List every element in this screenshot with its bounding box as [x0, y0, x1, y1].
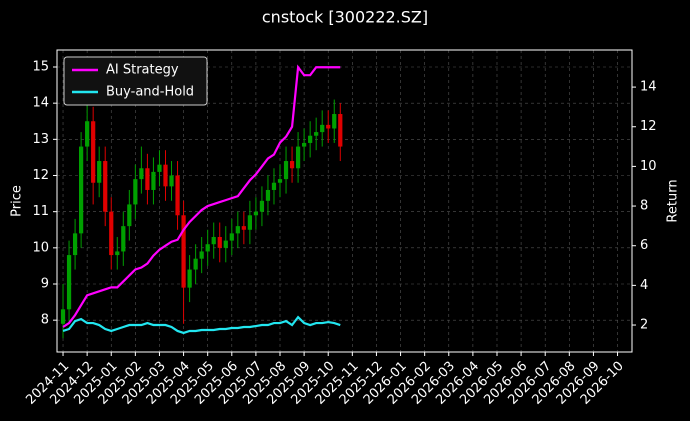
line-series	[62, 315, 341, 335]
candle-body	[199, 251, 204, 259]
candle-body	[169, 175, 174, 187]
candle-body	[133, 179, 138, 205]
candle-body	[217, 236, 222, 248]
candle-body	[121, 226, 126, 252]
y-axis-label: Price	[10, 185, 25, 217]
chart-title: cnstock [300222.SZ]	[262, 8, 428, 27]
candle-body	[211, 236, 216, 245]
candle-body	[332, 114, 337, 129]
y-tick-label: 9	[41, 277, 49, 292]
legend-label: Buy-and-Hold	[106, 85, 194, 100]
y2-tick-label: 10	[640, 159, 657, 174]
y-tick-label: 13	[32, 132, 49, 147]
candle-body	[314, 132, 319, 136]
y2-tick-label: 12	[640, 119, 657, 134]
candle-body	[271, 182, 277, 190]
y-tick-label: 14	[32, 96, 49, 111]
y2-tick-label: 2	[640, 318, 648, 333]
candle-body	[247, 215, 252, 230]
candle-body	[289, 161, 295, 169]
candle-body	[338, 114, 343, 147]
y-tick-label: 10	[32, 240, 49, 255]
candle-body	[253, 211, 259, 216]
y2-tick-label: 4	[640, 278, 648, 293]
candle-body	[277, 179, 283, 183]
y2-tick-label: 6	[640, 238, 648, 253]
candle-body	[326, 124, 331, 129]
candle-body	[193, 258, 198, 270]
candle-body	[223, 240, 228, 248]
candle-body	[265, 189, 271, 201]
candle-body	[283, 161, 289, 180]
y-tick-label: 15	[32, 59, 49, 74]
candle-body	[295, 146, 301, 169]
candle-body	[72, 233, 78, 256]
candle-body	[259, 200, 265, 212]
candle-body	[103, 161, 108, 212]
candle-body	[157, 164, 162, 172]
y-tick-label: 11	[32, 204, 49, 219]
candle-body	[145, 168, 150, 190]
candle-body	[139, 168, 144, 180]
candle-body	[241, 226, 246, 230]
candle-body	[187, 269, 192, 288]
candle-body	[181, 215, 186, 288]
plot-frame	[56, 49, 633, 353]
candle-body	[235, 226, 240, 234]
y2-axis-label: Return	[666, 179, 681, 222]
candle-body	[151, 171, 156, 190]
candle-body	[302, 142, 307, 147]
candle-body	[308, 135, 313, 143]
candle-body	[205, 244, 210, 252]
candle-body	[85, 121, 90, 147]
legend-label: AI Strategy	[106, 63, 179, 78]
y2-tick-label: 14	[640, 80, 657, 95]
candle-body	[78, 146, 84, 234]
y2-tick-label: 8	[640, 199, 648, 214]
candle-body	[97, 161, 102, 183]
legend-box	[63, 56, 208, 106]
candle-body	[127, 204, 132, 227]
candle-body	[60, 309, 66, 324]
candle-body	[229, 233, 234, 241]
candle-body	[175, 175, 180, 216]
candle-body	[91, 121, 96, 183]
y-tick-label: 12	[32, 168, 49, 183]
y-tick-label: 8	[41, 313, 49, 328]
candle-body	[163, 164, 168, 187]
candle-body	[115, 251, 120, 256]
candle-body	[109, 211, 114, 256]
candle-body	[66, 255, 72, 310]
line-series	[62, 64, 341, 328]
candle-body	[320, 124, 325, 133]
